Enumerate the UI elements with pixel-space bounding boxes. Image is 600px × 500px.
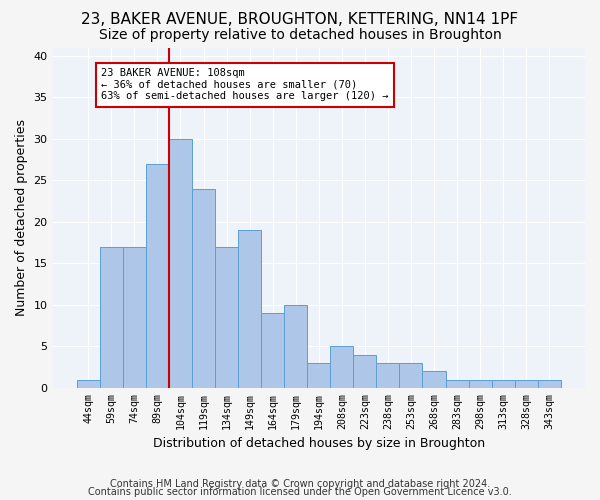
Text: Contains public sector information licensed under the Open Government Licence v3: Contains public sector information licen… <box>88 487 512 497</box>
Bar <box>469 380 491 388</box>
Text: Contains HM Land Registry data © Crown copyright and database right 2024.: Contains HM Land Registry data © Crown c… <box>110 479 490 489</box>
Bar <box>284 305 307 388</box>
Bar <box>400 363 422 388</box>
Bar <box>330 346 353 388</box>
Bar <box>307 363 330 388</box>
Bar <box>192 188 215 388</box>
Bar <box>491 380 515 388</box>
Bar <box>100 246 123 388</box>
X-axis label: Distribution of detached houses by size in Broughton: Distribution of detached houses by size … <box>153 437 485 450</box>
Bar <box>146 164 169 388</box>
Bar <box>169 139 192 388</box>
Text: 23 BAKER AVENUE: 108sqm
← 36% of detached houses are smaller (70)
63% of semi-de: 23 BAKER AVENUE: 108sqm ← 36% of detache… <box>101 68 388 102</box>
Bar <box>446 380 469 388</box>
Bar <box>538 380 561 388</box>
Text: Size of property relative to detached houses in Broughton: Size of property relative to detached ho… <box>98 28 502 42</box>
Bar <box>353 354 376 388</box>
Bar <box>77 380 100 388</box>
Bar <box>422 371 446 388</box>
Text: 23, BAKER AVENUE, BROUGHTON, KETTERING, NN14 1PF: 23, BAKER AVENUE, BROUGHTON, KETTERING, … <box>82 12 518 28</box>
Y-axis label: Number of detached properties: Number of detached properties <box>15 119 28 316</box>
Bar <box>376 363 400 388</box>
Bar <box>238 230 261 388</box>
Bar <box>123 246 146 388</box>
Bar <box>215 246 238 388</box>
Bar <box>261 313 284 388</box>
Bar <box>515 380 538 388</box>
